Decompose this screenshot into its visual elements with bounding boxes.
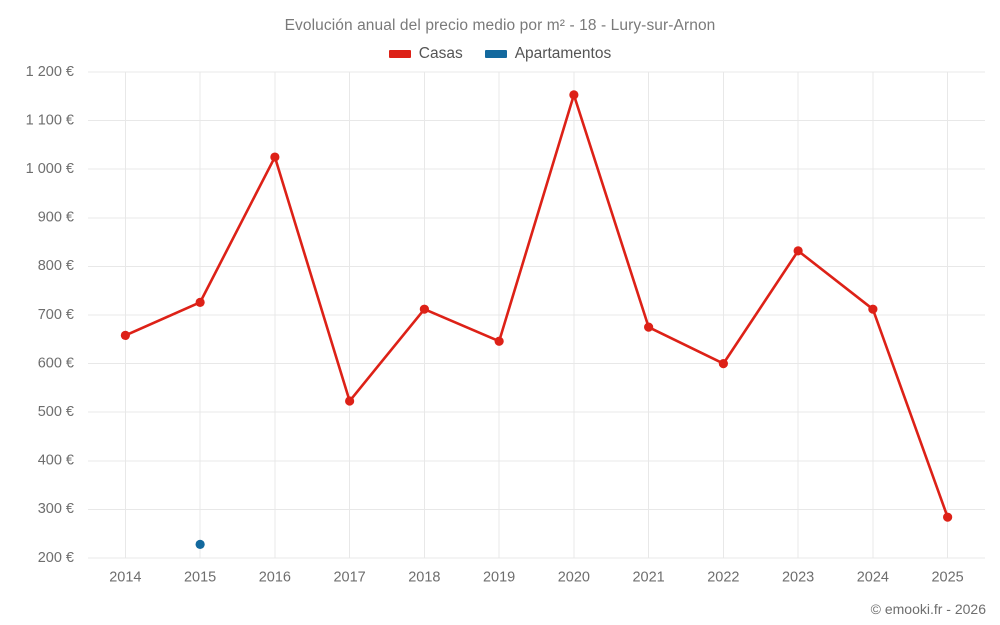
series-points — [120, 90, 953, 549]
x-axis-tick-label: 2023 — [782, 570, 814, 586]
chart-legend: Casas Apartamentos — [0, 45, 1000, 63]
data-point[interactable] — [195, 539, 205, 549]
y-axis-tick-label: 400 € — [38, 453, 74, 469]
x-axis-tick-label: 2017 — [333, 570, 365, 586]
y-axis-tick-label: 1 100 € — [26, 112, 74, 128]
series-line-casas — [124, 93, 949, 519]
y-axis-tick-label: 1 000 € — [26, 161, 74, 177]
y-axis-tick-label: 1 200 € — [26, 64, 74, 80]
legend-label-casas: Casas — [418, 45, 463, 62]
y-axis-tick-label: 200 € — [38, 550, 74, 566]
data-point[interactable] — [270, 152, 280, 162]
copyright-credit: © emooki.fr - 2026 — [870, 601, 986, 617]
x-axis-tick-label: 2021 — [632, 570, 664, 586]
data-point[interactable] — [569, 90, 579, 100]
y-axis-tick-label: 700 € — [38, 307, 74, 323]
x-axis-tick-label: 2015 — [184, 570, 216, 586]
data-point[interactable] — [419, 304, 429, 314]
data-point[interactable] — [943, 512, 953, 522]
y-axis-tick-label: 600 € — [38, 355, 74, 371]
y-axis-tick-label: 900 € — [38, 210, 74, 226]
y-axis-labels: 200 € 300 € 400 € 500 € 600 € 700 € 800 € 900 €… — [26, 64, 74, 566]
legend-item-apartamentos[interactable]: Apartamentos — [484, 45, 612, 63]
data-point[interactable] — [793, 246, 803, 256]
y-axis-tick-label: 800 € — [38, 258, 74, 274]
x-axis-tick-label: 2025 — [931, 570, 963, 586]
x-axis-tick-label: 2018 — [408, 570, 440, 586]
line-swatch-icon — [484, 50, 507, 58]
y-axis-tick-label: 300 € — [38, 501, 74, 517]
x-axis-labels: 2014 2015 2016 2017 2018 2019 2020 2021 2022 2023… — [109, 570, 964, 586]
legend-item-casas[interactable]: Casas — [388, 45, 463, 63]
data-point[interactable] — [868, 304, 878, 314]
chart-title: Evolución anual del precio medio por m² … — [284, 17, 716, 34]
line-swatch-icon — [388, 50, 411, 58]
x-axis-tick-label: 2024 — [857, 570, 889, 586]
data-point[interactable] — [120, 330, 130, 341]
data-point[interactable] — [345, 396, 355, 406]
legend-label-apartamentos: Apartamentos — [514, 45, 612, 62]
x-axis-tick-label: 2016 — [259, 570, 291, 586]
data-point[interactable] — [195, 297, 205, 307]
data-point[interactable] — [494, 336, 504, 346]
series-lines — [124, 93, 949, 519]
x-axis-tick-label: 2020 — [558, 570, 590, 586]
y-axis-tick-label: 500 € — [38, 404, 74, 420]
data-point[interactable] — [644, 322, 654, 332]
data-point[interactable] — [718, 359, 728, 369]
x-axis-tick-label: 2022 — [707, 570, 739, 586]
y-gridlines — [88, 71, 985, 559]
x-axis-tick-label: 2014 — [109, 570, 141, 586]
x-gridlines — [124, 72, 949, 558]
x-axis-tick-label: 2019 — [483, 570, 515, 586]
